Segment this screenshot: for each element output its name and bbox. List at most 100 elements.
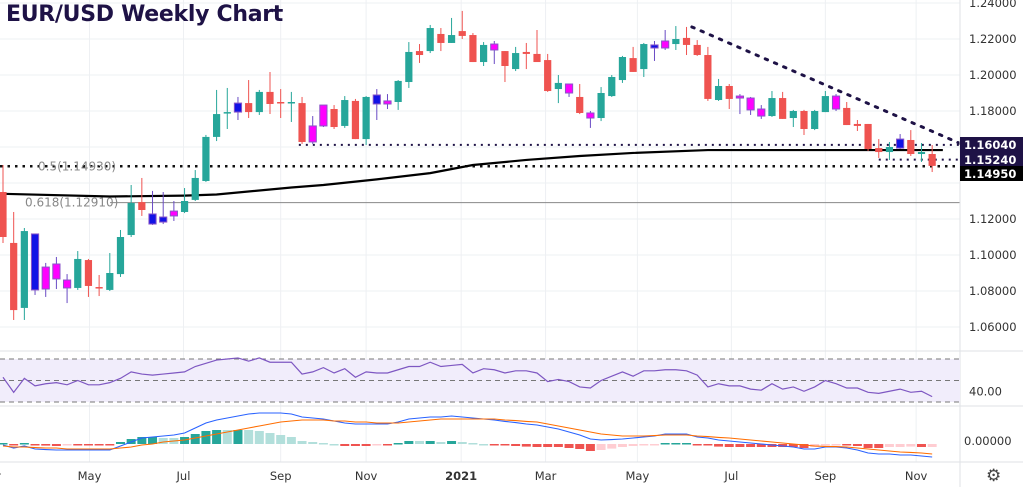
candle-body bbox=[202, 136, 210, 182]
candle bbox=[714, 78, 723, 101]
macd-histogram-bar bbox=[436, 442, 446, 444]
candle bbox=[245, 80, 253, 119]
candle-body bbox=[106, 273, 114, 290]
candle-body bbox=[74, 258, 82, 288]
candle bbox=[928, 145, 936, 173]
macd-histogram-bar bbox=[479, 444, 489, 446]
candle bbox=[672, 26, 680, 50]
macd-histogram-bar bbox=[468, 443, 478, 445]
candle-body bbox=[180, 201, 189, 212]
candle-body bbox=[512, 53, 520, 70]
candle-body bbox=[564, 83, 574, 94]
candle bbox=[20, 228, 28, 320]
price-tick-label: 1.24000 bbox=[969, 0, 1017, 10]
candle bbox=[266, 71, 274, 115]
candle bbox=[447, 17, 456, 43]
candle-body bbox=[768, 98, 776, 117]
candle bbox=[213, 89, 221, 142]
candle bbox=[437, 28, 445, 52]
candle-body bbox=[554, 82, 562, 90]
candle-body bbox=[41, 266, 50, 290]
price-label-badge bbox=[960, 137, 1023, 152]
macd-histogram-bar bbox=[83, 444, 93, 446]
candle-body bbox=[10, 242, 18, 311]
price-tick-label: 1.12000 bbox=[969, 212, 1017, 226]
candle bbox=[522, 42, 530, 70]
macd-histogram-bar bbox=[308, 442, 318, 444]
candle bbox=[704, 46, 712, 101]
trendline[interactable] bbox=[690, 25, 962, 145]
candle bbox=[757, 105, 766, 119]
candle bbox=[768, 91, 776, 117]
time-tick-label: Sep bbox=[815, 469, 837, 483]
candle bbox=[169, 201, 178, 221]
candle bbox=[533, 30, 541, 63]
macd-histogram-bar bbox=[671, 443, 681, 445]
candle-body bbox=[415, 51, 424, 56]
time-tick-label: Nov bbox=[355, 469, 378, 483]
macd-histogram-bar bbox=[927, 444, 937, 447]
time-tick-label: Jul bbox=[723, 469, 738, 483]
candle-body bbox=[330, 109, 338, 128]
candle-body bbox=[52, 263, 61, 280]
candle bbox=[191, 170, 199, 201]
candle-body bbox=[191, 177, 199, 200]
candle bbox=[0, 165, 7, 243]
macd-histogram-bar bbox=[842, 444, 852, 446]
candle bbox=[255, 89, 263, 115]
macd-signal-line bbox=[2, 418, 933, 455]
macd-line bbox=[2, 412, 933, 458]
candle-body bbox=[735, 95, 745, 99]
macd-histogram-bar bbox=[617, 444, 627, 447]
candle bbox=[30, 233, 40, 295]
macd-histogram-bar bbox=[297, 441, 307, 444]
macd-histogram-bar bbox=[575, 444, 585, 449]
macd-histogram-bar bbox=[457, 442, 467, 444]
candle-body bbox=[62, 279, 72, 289]
candle-body bbox=[544, 60, 552, 92]
time-tick-label-partial: r bbox=[0, 469, 1, 483]
candle-body bbox=[116, 237, 125, 275]
candle-body bbox=[372, 94, 381, 105]
macd-histogram-bar bbox=[820, 444, 830, 446]
time-tick-label: 2021 bbox=[445, 469, 477, 483]
candle-body bbox=[0, 192, 7, 237]
macd-histogram-bar bbox=[0, 443, 8, 445]
gear-icon[interactable]: ⚙ bbox=[986, 466, 1002, 486]
candle-body bbox=[223, 112, 231, 114]
candle-body bbox=[608, 76, 616, 97]
candle bbox=[383, 94, 392, 110]
candle-body bbox=[650, 44, 659, 49]
candle bbox=[779, 91, 787, 119]
macd-histogram-bar bbox=[799, 444, 809, 448]
candle-body bbox=[522, 51, 530, 54]
candle bbox=[74, 251, 82, 290]
macd-axis-label: 0.00000 bbox=[964, 434, 1012, 448]
candle bbox=[618, 55, 627, 83]
candle-body bbox=[245, 103, 253, 113]
candle bbox=[319, 104, 328, 128]
macd-histogram-bar bbox=[724, 444, 734, 447]
time-tick-label: Sep bbox=[270, 469, 292, 483]
macd-histogram-bar bbox=[254, 431, 264, 444]
candle-body bbox=[277, 102, 285, 104]
candle-body bbox=[917, 152, 926, 155]
candle bbox=[62, 274, 72, 304]
macd-histogram-bar bbox=[649, 444, 659, 446]
macd-histogram-bar bbox=[874, 444, 884, 448]
candle bbox=[426, 24, 434, 54]
candle bbox=[682, 26, 691, 56]
candle-body bbox=[405, 51, 413, 83]
candle-body bbox=[704, 55, 712, 99]
candle-body bbox=[127, 202, 135, 236]
candle-body bbox=[779, 98, 787, 119]
candle-body bbox=[213, 114, 221, 137]
macd-histogram-bar bbox=[500, 444, 510, 446]
macd-histogram-bar bbox=[692, 444, 702, 446]
candle bbox=[159, 192, 168, 225]
candle-body bbox=[351, 100, 360, 140]
macd-histogram-bar bbox=[746, 444, 756, 447]
macd-histogram-bar bbox=[158, 438, 168, 444]
macd-histogram-bar bbox=[276, 435, 286, 444]
